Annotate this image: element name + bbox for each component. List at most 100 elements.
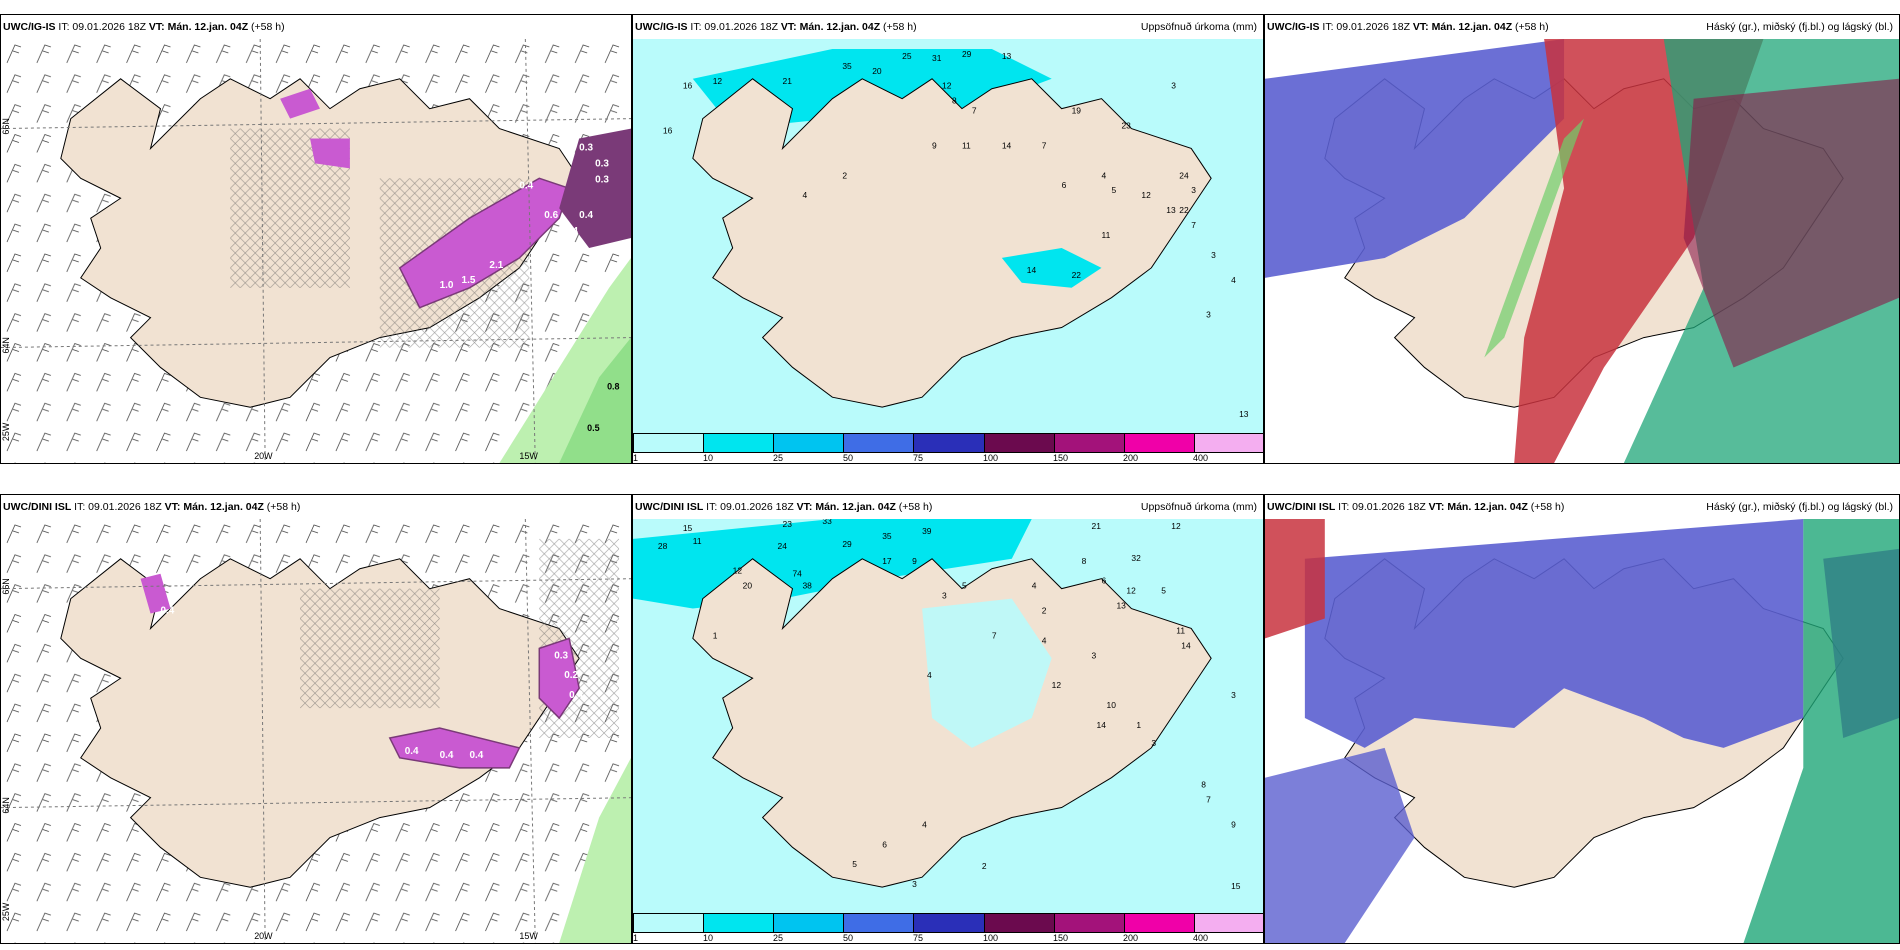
precip-value: 7 [1042, 140, 1047, 150]
init-time: IT: 09.01.2026 18Z [1338, 501, 1426, 513]
map-area[interactable] [1265, 519, 1899, 943]
overlay-value: 0.3 [579, 142, 593, 153]
colorbar-swatch [634, 914, 705, 932]
precip-value: 3 [942, 591, 947, 601]
precip-value: 33 [822, 519, 832, 526]
precip-value: 13 [1116, 601, 1126, 611]
ice-overlay [388, 727, 521, 769]
precip-value: 7 [1206, 795, 1211, 805]
colorbar-tick: 150 [1053, 453, 1069, 463]
panel-top-cloud: UWC/IG-IS IT: 09.01.2026 18Z VT: Mán. 12… [1264, 14, 1900, 464]
precip-value: 12 [942, 81, 952, 91]
precip-value: 5 [962, 581, 967, 591]
lead-time: (+58 h) [251, 21, 285, 33]
precip-value: 35 [882, 531, 892, 541]
colorbar-tick: 50 [843, 453, 854, 463]
low-cloud-area [1304, 519, 1804, 748]
valid-time-label: VT: [780, 21, 797, 33]
valid-time: Mán. 12.jan. 04Z [1431, 21, 1513, 33]
precip-value: 19 [1072, 106, 1082, 116]
low-cloud-area [1265, 747, 1415, 943]
map-area[interactable]: 15 23 33 39 21 28 11 12 24 29 35 12 20 7… [633, 519, 1263, 913]
precip-value: 6 [1102, 576, 1107, 586]
precip-value: 74 [792, 569, 802, 579]
precip-value: 21 [783, 76, 793, 86]
precip-value: 4 [1231, 275, 1236, 285]
precip-value: 22 [1072, 270, 1082, 280]
overlay-value: 0.4 [569, 690, 583, 701]
green-area [559, 757, 631, 943]
overlay-value: 0.4 [470, 750, 484, 761]
precip-value: 7 [1191, 220, 1196, 230]
map-area[interactable]: 0.3 0.3 0.3 0.4 0.4 0.6 0.4 0.3 1.0 1.5 … [1, 39, 631, 463]
ice-overlay [280, 88, 350, 169]
lead-time: (+58 h) [266, 501, 301, 513]
precip-value: 13 [1002, 51, 1012, 61]
panel-subtitle: Uppsöfnuð úrkoma (mm) [1140, 501, 1257, 513]
colorbar-swatch [1124, 434, 1195, 452]
precip-mid-area [922, 598, 1052, 748]
colorbar-swatch [984, 434, 1055, 452]
colorbar-swatch [1124, 914, 1195, 932]
colorbar-tick: 50 [843, 933, 854, 943]
valid-time: Mán. 12.jan. 04Z [799, 21, 881, 33]
precip-value: 1 [713, 630, 718, 640]
colorbar-tick: 25 [773, 453, 784, 463]
lon-label: 15W [519, 931, 538, 941]
model-name: UWC/IG-IS [635, 21, 688, 33]
precip-value: 22 [1179, 205, 1189, 215]
mixed-cloud-area [1683, 78, 1899, 368]
precip-value: 4 [927, 670, 932, 680]
precip-value: 8 [1201, 780, 1206, 790]
valid-time-label: VT: [796, 501, 813, 513]
precip-value: 16 [663, 126, 673, 136]
map-area[interactable]: 0.4 0.4 0.4 0.4 0.3 0.2 0.4 66N 64N 25W … [1, 519, 631, 943]
panel-bottom-wind: UWC/DINI ISL IT: 09.01.2026 18Z VT: Mán.… [0, 494, 632, 944]
overlay-value: 0.2 [564, 670, 578, 681]
colorbar-tick: 400 [1193, 933, 1209, 943]
lat-label: 66N [1, 578, 11, 594]
precip-value: 13 [1166, 205, 1176, 215]
panel-subtitle: Háský (gr.), miðský (fj.bl.) og lágský (… [1706, 501, 1893, 513]
precip-value: 14 [1002, 140, 1012, 150]
precip-value: 3 [1151, 738, 1156, 748]
precip-value: 7 [992, 630, 997, 640]
colorbar-swatch [844, 434, 915, 452]
colorbar-tick: 100 [983, 453, 999, 463]
overlay-value: 0.3 [589, 258, 603, 269]
overlay-value: 0.3 [595, 174, 609, 185]
precip-value: 21 [1092, 521, 1102, 531]
precip-value: 24 [778, 541, 788, 551]
colorbar-tick: 200 [1123, 933, 1139, 943]
precip-value: 5 [852, 859, 857, 869]
precip-value: 29 [962, 49, 972, 59]
precip-value: 24 [1179, 170, 1189, 180]
panel-header: UWC/IG-IS IT: 09.01.2026 18Z VT: Mán. 12… [1265, 15, 1899, 39]
precip-value: 12 [733, 566, 743, 576]
green-area-dark [559, 337, 631, 463]
colorbar-tick: 75 [913, 453, 924, 463]
panel-bottom-precip: UWC/DINI ISL IT: 09.01.2026 18Z VT: Mán.… [632, 494, 1264, 944]
colorbar-tick: 75 [913, 933, 924, 943]
iceland-land [692, 78, 1212, 408]
precip-value: 5 [1161, 586, 1166, 596]
precip-value: 12 [1052, 680, 1062, 690]
precip-value: 12 [1126, 586, 1136, 596]
precip-value: 2 [842, 170, 847, 180]
panel-header: UWC/DINI ISL IT: 09.01.2026 18Z VT: Mán.… [1, 495, 631, 519]
precip-value: 13 [1239, 409, 1249, 419]
map-area[interactable]: 35 25 31 29 13 20 16 12 21 16 12 8 7 9 1… [633, 39, 1263, 433]
map-area[interactable] [1265, 39, 1899, 463]
low-cloud-area [1265, 39, 1565, 278]
lon-label: 20W [254, 931, 273, 941]
overlay-value: 2.1 [489, 260, 503, 271]
precip-value: 9 [932, 140, 937, 150]
overlay-value: 0.3 [554, 650, 568, 661]
precip-value: 6 [1062, 180, 1067, 190]
precip-value: 8 [952, 96, 957, 106]
colorbar-swatch [1054, 434, 1125, 452]
lon-label: 25W [1, 902, 11, 921]
precip-value: 35 [842, 61, 852, 71]
valid-time-label: VT: [1412, 21, 1429, 33]
model-name: UWC/IG-IS [3, 21, 56, 33]
